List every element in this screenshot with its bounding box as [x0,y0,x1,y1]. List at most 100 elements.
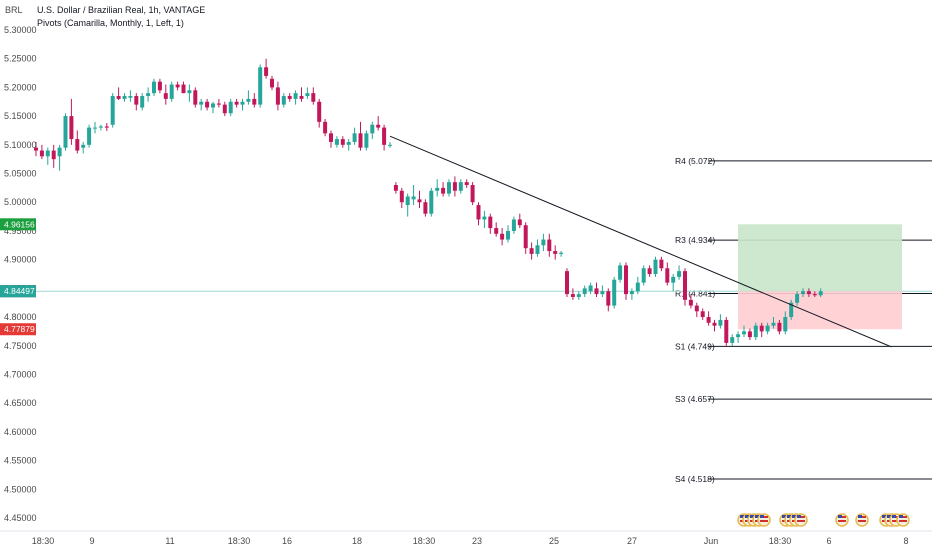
profit-zone[interactable] [738,224,902,292]
candle [199,98,204,111]
candle [157,78,162,94]
candle [553,245,558,260]
candle [488,213,493,234]
trendline[interactable] [389,135,892,348]
x-axis[interactable]: 18:30 9 11 18:30 16 18 18:30 23 25 27 Jun 18:30 6 8 [0,530,932,546]
y-tick-label: 5.30000 [4,25,37,35]
y-axis[interactable]: 5.30000 5.25000 5.20000 5.15000 5.10000 5.050… [4,25,37,523]
candle [128,90,133,102]
candle [629,288,634,300]
candle [447,179,451,197]
pivot-label: S4 (4.518) [675,474,715,484]
candle [146,87,151,102]
y-tick-label: 4.90000 [4,255,37,265]
x-tick-label: 18:30 [32,536,55,546]
candle [600,285,605,297]
candle [122,93,127,102]
candle [635,276,640,295]
candle [511,216,516,234]
candle [417,190,422,208]
candle [51,144,56,168]
candle [181,81,186,94]
currency-label: BRL [5,5,23,15]
candle [281,93,286,108]
y-tick-label: 5.00000 [4,197,37,207]
candle [570,288,575,300]
candle [730,334,735,346]
candle [57,144,62,171]
candle [458,179,463,194]
candle [98,124,103,131]
candle [612,276,617,309]
candle [69,98,74,145]
candle [700,308,705,320]
event-markers[interactable] [737,513,910,527]
us-flag-event-icon[interactable] [855,513,869,527]
pivot-label: R3 (4.934) [675,235,715,245]
pivot-label: S1 (4.749) [675,341,715,351]
candle [75,130,80,154]
candle [795,291,800,306]
us-flag-event-icon[interactable] [835,513,849,527]
candle [783,311,788,335]
candle [299,87,304,102]
candle [264,58,269,79]
candle [647,265,652,277]
loss-zone[interactable] [738,291,902,330]
candle [801,288,805,297]
candle [517,213,522,229]
candle [624,262,628,300]
candle [565,268,569,297]
symbol-title[interactable]: U.S. Dollar / Brazilian Real, 1h, VANTAG… [37,5,205,15]
candle [500,228,505,246]
candle [411,185,416,206]
x-tick-label: 18:30 [413,536,436,546]
us-flag-event-icon[interactable] [757,513,771,527]
candle [812,291,817,297]
candle [576,291,581,300]
candle [393,182,398,194]
candle [523,222,528,254]
y-tick-label: 5.15000 [4,111,37,121]
pivot-label: R4 (5.072) [675,156,715,166]
svg-text:4.77879: 4.77879 [4,324,35,334]
candle [34,141,38,157]
candle [494,222,499,237]
us-flag-event-icon[interactable] [896,513,910,527]
x-tick-label: Jun [704,536,719,546]
candle [116,87,121,101]
candle [140,93,145,111]
y-tick-label: 5.10000 [4,140,37,150]
candle [169,81,174,102]
candle [718,314,723,329]
candle-layer [34,58,823,346]
candle [618,262,623,283]
candle [429,187,434,217]
us-flag-event-icon[interactable] [794,513,808,527]
y-tick-label: 4.70000 [4,369,37,379]
candle [464,179,469,188]
x-tick-label: 16 [282,536,292,546]
candle [346,139,351,151]
candle [163,84,168,105]
indicator-title[interactable]: Pivots (Camarilla, Monthly, 1, Left, 1) [37,18,184,28]
candle [216,98,221,108]
svg-text:4.96156: 4.96156 [4,219,35,229]
candle [765,322,770,335]
candle [653,256,658,277]
candle [81,141,86,154]
candle [683,268,687,306]
candle [311,87,316,105]
x-tick-label: 27 [627,536,637,546]
x-tick-label: 25 [549,536,559,546]
candle [441,182,446,197]
candle [452,176,457,197]
candle [270,75,274,91]
candle [45,147,50,165]
trendline-layer[interactable] [389,135,892,348]
candle [818,288,823,297]
candle [759,322,764,338]
candle [506,225,510,243]
